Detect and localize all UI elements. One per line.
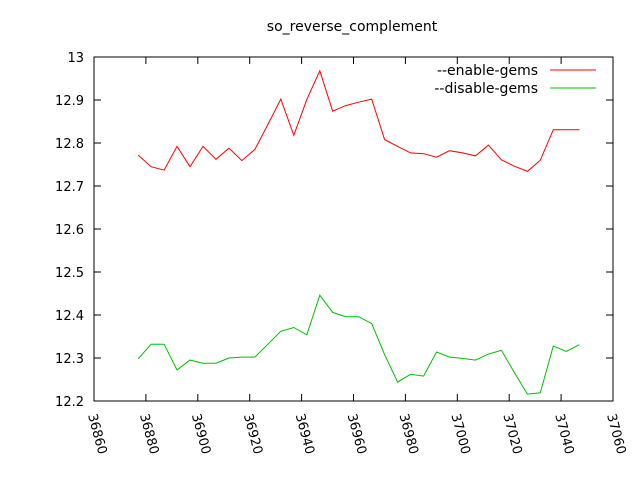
y-tick-label: 12.8 [55, 137, 84, 152]
series-line-disable-gems [137, 294, 580, 395]
x-tick-label: 36900 [188, 412, 213, 456]
y-tick-label: 12.3 [55, 352, 84, 367]
chart-title: so_reverse_complement [267, 19, 438, 35]
y-tick-label: 12.9 [55, 94, 84, 109]
x-tick-label: 36940 [292, 412, 317, 456]
x-tick-label: 37040 [551, 412, 576, 456]
plot-frame [93, 56, 614, 402]
x-tick-label: 37000 [447, 412, 472, 456]
legend: --enable-gems --disable-gems [434, 63, 596, 97]
x-tick-label: 36980 [396, 412, 421, 456]
y-tick-label: 12.7 [55, 180, 84, 195]
plot-series [137, 69, 580, 395]
x-tick-label: 36960 [344, 412, 369, 456]
y-tick-label: 12.4 [55, 309, 84, 324]
legend-label: --enable-gems [437, 63, 538, 79]
x-tick-label: 37020 [499, 412, 524, 456]
x-tick-label: 36920 [240, 412, 265, 456]
y-tick-label: 12.6 [55, 223, 84, 238]
y-tick-label: 12.5 [55, 266, 84, 281]
axes: 12.2 12.3 12.4 12.5 12.6 12.7 12.8 12.9 13 36860 3… [55, 51, 628, 456]
legend-label: --disable-gems [434, 81, 538, 97]
x-tick-label: 36880 [136, 412, 161, 456]
series-line-enable-gems [137, 69, 580, 172]
x-tick-label: 37060 [603, 412, 628, 456]
x-tick-label: 36860 [84, 412, 109, 456]
y-tick-label: 12.2 [55, 395, 84, 410]
y-tick-label: 13 [67, 51, 84, 66]
